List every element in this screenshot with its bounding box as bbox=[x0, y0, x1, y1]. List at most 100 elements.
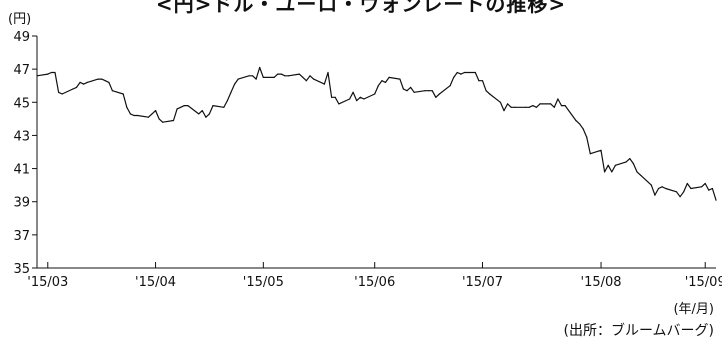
data-point bbox=[61, 93, 63, 95]
data-point bbox=[701, 186, 703, 188]
data-point bbox=[657, 187, 660, 190]
data-point bbox=[535, 106, 538, 108]
data-point bbox=[302, 76, 304, 78]
data-point bbox=[187, 105, 189, 107]
data-point bbox=[331, 96, 333, 98]
data-point bbox=[237, 78, 239, 80]
data-point bbox=[675, 191, 678, 193]
data-point bbox=[79, 81, 81, 83]
data-point bbox=[108, 81, 110, 83]
y-tick-label: 43 bbox=[13, 129, 30, 144]
data-point bbox=[640, 174, 642, 176]
data-point bbox=[363, 98, 365, 100]
data-point bbox=[636, 171, 638, 173]
data-point bbox=[557, 98, 559, 100]
data-point bbox=[489, 93, 491, 95]
data-point bbox=[104, 80, 106, 82]
data-point bbox=[262, 76, 264, 78]
data-point bbox=[654, 194, 656, 196]
data-point bbox=[151, 113, 153, 115]
data-point bbox=[614, 164, 617, 166]
data-point bbox=[510, 106, 512, 108]
y-unit-label: (円) bbox=[8, 12, 32, 27]
data-point bbox=[323, 83, 325, 85]
data-point bbox=[600, 149, 602, 151]
data-point bbox=[176, 108, 178, 110]
y-tick-label: 49 bbox=[13, 30, 30, 45]
data-point bbox=[155, 110, 157, 112]
data-point bbox=[690, 187, 692, 190]
data-point bbox=[133, 114, 135, 117]
data-point bbox=[503, 110, 505, 112]
data-point bbox=[711, 187, 714, 190]
y-tick-label: 47 bbox=[13, 63, 30, 78]
x-tick-label: '15/09 bbox=[685, 275, 722, 290]
data-point bbox=[410, 86, 412, 88]
data-point bbox=[327, 71, 329, 74]
data-point bbox=[280, 73, 282, 75]
data-point bbox=[578, 123, 581, 125]
y-tick-label: 41 bbox=[13, 163, 30, 178]
data-point bbox=[629, 158, 631, 160]
data-point bbox=[58, 91, 60, 93]
data-point bbox=[234, 83, 236, 85]
x-axis: '15/03 '15/04 '15/05 '15/06 '15/07 '15/08 '15/… bbox=[27, 262, 722, 290]
data-point bbox=[72, 88, 74, 90]
data-point bbox=[122, 93, 124, 95]
data-point bbox=[183, 105, 185, 107]
data-point bbox=[413, 91, 415, 93]
y-tick-label: 37 bbox=[13, 229, 30, 244]
data-point bbox=[478, 80, 480, 82]
data-point bbox=[514, 106, 516, 108]
data-point bbox=[525, 106, 527, 108]
data-point bbox=[377, 85, 379, 87]
data-point bbox=[474, 71, 476, 74]
data-point bbox=[101, 78, 103, 80]
y-tick-label: 45 bbox=[13, 96, 30, 111]
data-point bbox=[428, 90, 430, 92]
data-point bbox=[424, 90, 426, 92]
data-point bbox=[356, 100, 358, 102]
data-point bbox=[564, 105, 566, 107]
x-tick-label: '15/06 bbox=[354, 275, 395, 290]
data-point bbox=[708, 189, 710, 191]
data-point bbox=[205, 116, 207, 118]
data-point bbox=[309, 75, 311, 77]
data-point bbox=[50, 71, 53, 74]
data-point bbox=[111, 90, 113, 92]
data-point bbox=[226, 100, 228, 102]
data-point bbox=[158, 118, 160, 120]
data-point bbox=[147, 116, 149, 118]
chart-title: <円>ドル・ユーロ・ウォンレートの推移> bbox=[155, 0, 567, 16]
data-point bbox=[126, 106, 128, 108]
data-point bbox=[287, 75, 290, 77]
series-layer bbox=[36, 66, 717, 201]
data-point bbox=[560, 105, 563, 107]
data-point bbox=[438, 93, 440, 95]
data-point bbox=[172, 119, 175, 122]
data-point bbox=[399, 78, 401, 80]
data-point bbox=[298, 73, 300, 75]
data-point bbox=[431, 90, 433, 92]
data-point bbox=[334, 96, 336, 98]
data-point bbox=[201, 110, 203, 112]
data-point bbox=[625, 161, 627, 163]
data-point bbox=[54, 71, 56, 74]
data-point bbox=[248, 75, 250, 77]
data-point bbox=[277, 73, 279, 75]
data-point bbox=[586, 136, 588, 138]
data-point bbox=[435, 96, 437, 98]
x-tick-label: '15/04 bbox=[135, 275, 176, 290]
data-point bbox=[349, 98, 351, 100]
data-point bbox=[550, 103, 552, 105]
data-point bbox=[47, 73, 49, 75]
data-point bbox=[532, 105, 534, 107]
data-point bbox=[162, 121, 164, 123]
data-point bbox=[36, 75, 38, 77]
data-point bbox=[686, 182, 688, 185]
data-point bbox=[223, 106, 225, 108]
data-point bbox=[374, 93, 376, 95]
data-point bbox=[481, 80, 484, 82]
data-point bbox=[284, 75, 286, 77]
data-point bbox=[97, 78, 99, 80]
